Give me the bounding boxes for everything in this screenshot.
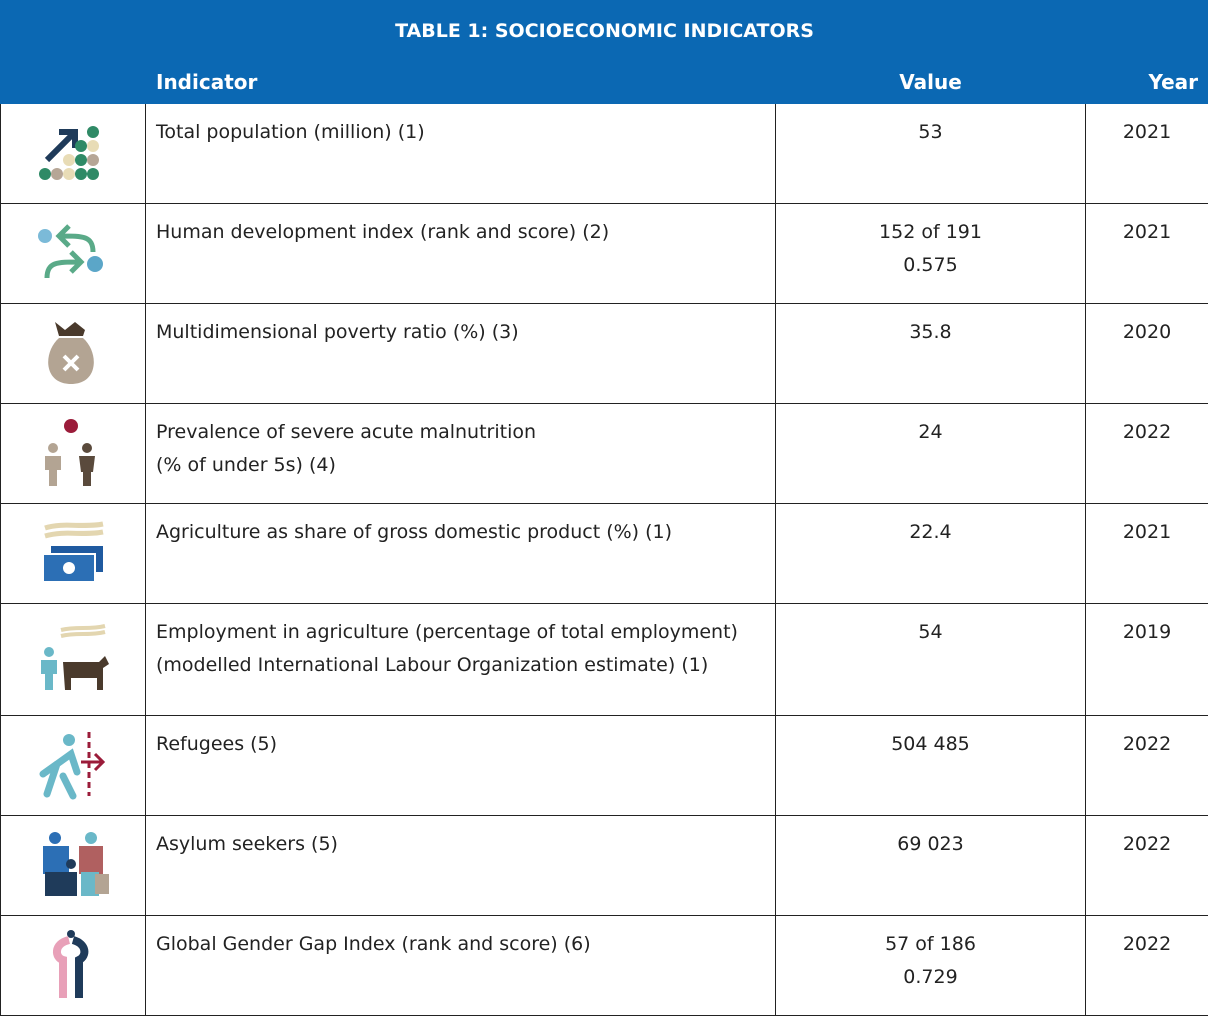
icon-cell bbox=[1, 716, 146, 816]
cell-line: 504 485 bbox=[786, 728, 1075, 761]
indicator-icon bbox=[33, 724, 113, 804]
page: TABLE 1: SOCIOECONOMIC INDICATORS Indica… bbox=[0, 0, 1208, 991]
indicator-icon bbox=[33, 412, 113, 492]
cell-line: 24 bbox=[786, 416, 1075, 449]
value-cell: 22.4 bbox=[776, 504, 1086, 604]
table-row: Agriculture as share of gross domestic p… bbox=[1, 504, 1208, 604]
cell-line: Prevalence of severe acute malnutrition bbox=[156, 416, 765, 449]
table-row: Prevalence of severe acute malnutrition(… bbox=[1, 404, 1208, 504]
cell-line: Asylum seekers (5) bbox=[156, 828, 765, 861]
cell-line: Refugees (5) bbox=[156, 728, 765, 761]
year-cell: 2022 bbox=[1086, 816, 1208, 916]
title-row: TABLE 1: SOCIOECONOMIC INDICATORS bbox=[1, 1, 1208, 62]
indicator-cell: Refugees (5) bbox=[146, 716, 776, 816]
value-cell: 54 bbox=[776, 604, 1086, 716]
cell-line: Agriculture as share of gross domestic p… bbox=[156, 516, 765, 549]
indicator-icon bbox=[33, 212, 113, 292]
cell-line: 152 of 191 bbox=[786, 216, 1075, 249]
cell-line: 22.4 bbox=[786, 516, 1075, 549]
cell-line: 53 bbox=[786, 116, 1075, 149]
table-row: Refugees (5) 504 485 2022 bbox=[1, 716, 1208, 816]
value-cell: 53 bbox=[776, 104, 1086, 204]
cell-line: 57 of 186 bbox=[786, 928, 1075, 961]
indicator-cell: Asylum seekers (5) bbox=[146, 816, 776, 916]
value-cell: 69 023 bbox=[776, 816, 1086, 916]
cell-line: 69 023 bbox=[786, 828, 1075, 861]
icon-cell bbox=[1, 504, 146, 604]
indicator-icon bbox=[33, 824, 113, 904]
indicator-cell: Agriculture as share of gross domestic p… bbox=[146, 504, 776, 604]
value-cell: 35.8 bbox=[776, 304, 1086, 404]
indicator-cell: Human development index (rank and score)… bbox=[146, 204, 776, 304]
cell-line: 54 bbox=[786, 616, 1075, 649]
icon-cell bbox=[1, 304, 146, 404]
header-cell: Value bbox=[776, 62, 1086, 104]
year-cell: 2021 bbox=[1086, 504, 1208, 604]
cell-line: 0.575 bbox=[786, 249, 1075, 282]
icon-cell bbox=[1, 404, 146, 504]
year-cell: 2021 bbox=[1086, 204, 1208, 304]
cell-line: (% of under 5s) (4) bbox=[156, 449, 765, 482]
table-row: Human development index (rank and score)… bbox=[1, 204, 1208, 304]
icon-cell bbox=[1, 604, 146, 716]
cell-line: Human development index (rank and score)… bbox=[156, 216, 765, 249]
table-row: Total population (million) (1) 53 2021 bbox=[1, 104, 1208, 204]
indicator-cell: Global Gender Gap Index (rank and score)… bbox=[146, 916, 776, 1016]
indicator-icon bbox=[33, 112, 113, 192]
indicator-icon bbox=[33, 512, 113, 592]
icon-cell bbox=[1, 916, 146, 1016]
header-cell: Indicator bbox=[146, 62, 776, 104]
icon-cell bbox=[1, 204, 146, 304]
icon-cell bbox=[1, 816, 146, 916]
year-cell: 2020 bbox=[1086, 304, 1208, 404]
indicator-icon bbox=[33, 618, 113, 698]
year-cell: 2022 bbox=[1086, 404, 1208, 504]
indicator-cell: Prevalence of severe acute malnutrition(… bbox=[146, 404, 776, 504]
table-row: Asylum seekers (5) 69 023 2022 bbox=[1, 816, 1208, 916]
table-title: TABLE 1: SOCIOECONOMIC INDICATORS bbox=[1, 1, 1208, 62]
indicator-icon bbox=[33, 312, 113, 392]
cell-line: Multidimensional poverty ratio (%) (3) bbox=[156, 316, 765, 349]
year-cell: 2022 bbox=[1086, 916, 1208, 1016]
value-cell: 24 bbox=[776, 404, 1086, 504]
table-row: Multidimensional poverty ratio (%) (3) 35… bbox=[1, 304, 1208, 404]
cell-line: Employment in agriculture (percentage of… bbox=[156, 616, 765, 682]
indicator-cell: Employment in agriculture (percentage of… bbox=[146, 604, 776, 716]
cell-line: 0.729 bbox=[786, 961, 1075, 994]
year-cell: 2019 bbox=[1086, 604, 1208, 716]
header-row: Indicator Value Year bbox=[1, 62, 1208, 104]
indicator-icon bbox=[33, 924, 113, 1004]
year-cell: 2022 bbox=[1086, 716, 1208, 816]
indicator-cell: Multidimensional poverty ratio (%) (3) bbox=[146, 304, 776, 404]
cell-line: Global Gender Gap Index (rank and score)… bbox=[156, 928, 765, 961]
indicator-cell: Total population (million) (1) bbox=[146, 104, 776, 204]
header-cell bbox=[1, 62, 146, 104]
value-cell: 504 485 bbox=[776, 716, 1086, 816]
header-cell: Year bbox=[1086, 62, 1208, 104]
cell-line: Total population (million) (1) bbox=[156, 116, 765, 149]
table-row: Employment in agriculture (percentage of… bbox=[1, 604, 1208, 716]
icon-cell bbox=[1, 104, 146, 204]
table-row: Global Gender Gap Index (rank and score)… bbox=[1, 916, 1208, 1016]
cell-line: 35.8 bbox=[786, 316, 1075, 349]
year-cell: 2021 bbox=[1086, 104, 1208, 204]
